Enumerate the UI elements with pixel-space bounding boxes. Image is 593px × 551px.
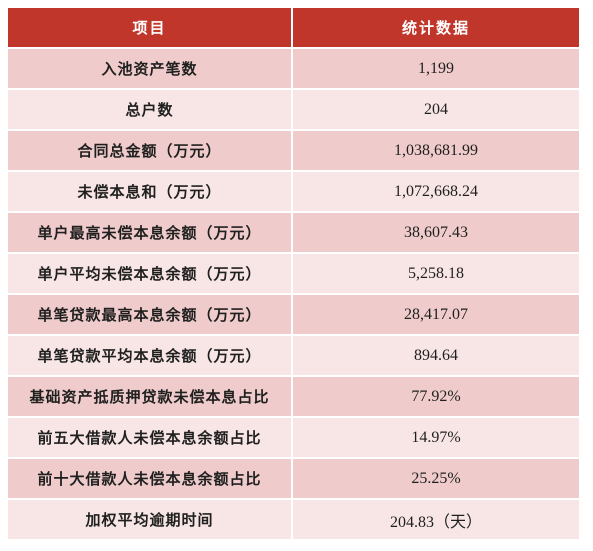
header-value: 统计数据 xyxy=(293,8,579,47)
row-value: 38,607.43 xyxy=(293,213,579,252)
row-label: 单户最高未偿本息余额（万元） xyxy=(8,213,291,252)
table-header-row: 项目 统计数据 xyxy=(8,8,579,47)
statistics-table: 项目 统计数据 入池资产笔数 1,199 总户数 204 合同总金额（万元） 1… xyxy=(8,8,579,541)
table-row: 入池资产笔数 1,199 xyxy=(8,49,579,88)
row-label: 前十大借款人未偿本息余额占比 xyxy=(8,459,291,498)
row-value: 204 xyxy=(293,90,579,129)
row-value: 1,038,681.99 xyxy=(293,131,579,170)
row-label: 总户数 xyxy=(8,90,291,129)
row-label: 前五大借款人未偿本息余额占比 xyxy=(8,418,291,457)
row-label: 未偿本息和（万元） xyxy=(8,172,291,211)
table-row: 未偿本息和（万元） 1,072,668.24 xyxy=(8,172,579,211)
row-label: 合同总金额（万元） xyxy=(8,131,291,170)
header-item: 项目 xyxy=(8,8,291,47)
row-value: 5,258.18 xyxy=(293,254,579,293)
row-value: 25.25% xyxy=(293,459,579,498)
table-row: 单笔贷款最高本息余额（万元） 28,417.07 xyxy=(8,295,579,334)
row-value: 14.97% xyxy=(293,418,579,457)
row-value: 77.92% xyxy=(293,377,579,416)
row-value: 1,072,668.24 xyxy=(293,172,579,211)
row-label: 单笔贷款最高本息余额（万元） xyxy=(8,295,291,334)
row-value: 1,199 xyxy=(293,49,579,88)
row-value: 28,417.07 xyxy=(293,295,579,334)
row-value: 204.83（天） xyxy=(293,500,579,539)
table-row: 前十大借款人未偿本息余额占比 25.25% xyxy=(8,459,579,498)
table-row: 单户最高未偿本息余额（万元） 38,607.43 xyxy=(8,213,579,252)
row-label: 单笔贷款平均本息余额（万元） xyxy=(8,336,291,375)
row-label: 加权平均逾期时间 xyxy=(8,500,291,539)
row-value: 894.64 xyxy=(293,336,579,375)
table-row: 加权平均逾期时间 204.83（天） xyxy=(8,500,579,539)
table-row: 合同总金额（万元） 1,038,681.99 xyxy=(8,131,579,170)
table-row: 单户平均未偿本息余额（万元） 5,258.18 xyxy=(8,254,579,293)
table-row: 基础资产抵质押贷款未偿本息占比 77.92% xyxy=(8,377,579,416)
table-row: 前五大借款人未偿本息余额占比 14.97% xyxy=(8,418,579,457)
row-label: 入池资产笔数 xyxy=(8,49,291,88)
table-row: 单笔贷款平均本息余额（万元） 894.64 xyxy=(8,336,579,375)
row-label: 基础资产抵质押贷款未偿本息占比 xyxy=(8,377,291,416)
table-row: 总户数 204 xyxy=(8,90,579,129)
row-label: 单户平均未偿本息余额（万元） xyxy=(8,254,291,293)
